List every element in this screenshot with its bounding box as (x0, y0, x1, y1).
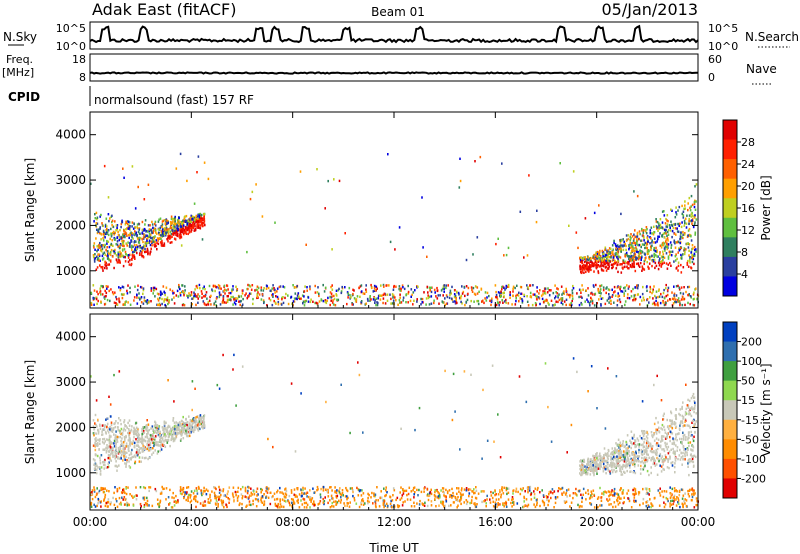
x-tick-label: 08:00 (275, 515, 310, 529)
beam-title: Beam 01 (371, 5, 425, 19)
sky-tick-bottom: 10^0 (56, 40, 86, 53)
x-tick-label: 00:00 (681, 515, 716, 529)
colorbar-tick-label: 200 (741, 336, 762, 349)
time-axis-label: Time UT (368, 541, 419, 554)
x-tick-label: 00:00 (73, 515, 108, 529)
radar-title: Adak East (fitACF) (92, 0, 236, 19)
colorbar-segment (723, 217, 737, 238)
power-colorbar-label: Power [dB] (759, 175, 773, 240)
y-tick-label: 4000 (55, 330, 86, 344)
y-tick-label: 3000 (55, 375, 86, 389)
colorbar-segment (723, 139, 737, 160)
colorbar-segment (723, 178, 737, 199)
nave-tick-top: 60 (708, 53, 722, 66)
colorbar-tick-label: 100 (741, 355, 762, 368)
power-frame (89, 111, 699, 309)
colorbar-tick-label: 50 (741, 375, 755, 388)
y-tick-label: 2000 (55, 420, 86, 434)
power-panel: 4000 3000 2000 1000 Slant Range [km] 28 24 20… (23, 111, 773, 309)
sky-label: N.Sky (3, 30, 37, 44)
colorbar-segment (723, 380, 737, 401)
colorbar-tick-label: -50 (741, 433, 759, 446)
x-tick-label: 16:00 (478, 515, 513, 529)
colorbar-tick-label: 20 (741, 180, 755, 193)
colorbar-segment (723, 159, 737, 180)
x-tick-label: 12:00 (377, 515, 412, 529)
sky-tick-top: 10^5 (56, 22, 86, 35)
power-colorbar: 28 24 20 16 12 8 4 (722, 119, 755, 297)
colorbar-tick-label: 4 (741, 268, 748, 281)
velocity-colorbar: 200 100 50 15 -15 -50 -100 -200 (722, 321, 766, 499)
date-title: 05/Jan/2013 (601, 0, 698, 19)
y-tick-label: 3000 (55, 173, 86, 187)
colorbar-tick-label: -100 (741, 453, 766, 466)
colorbar-segment (723, 322, 737, 343)
colorbar-segment (723, 419, 737, 440)
freq-label-1: Freq. (6, 53, 33, 66)
colorbar-segment (723, 400, 737, 421)
y-tick-label: 4000 (55, 128, 86, 142)
power-ylabel: Slant Range [km] (23, 158, 37, 262)
colorbar-segment (723, 341, 737, 362)
cpid-text: normalsound (fast) 157 RF (94, 93, 254, 107)
sky-noise-line (89, 24, 699, 44)
colorbar-segment (723, 276, 737, 297)
cpid-row: CPID normalsound (fast) 157 RF (8, 86, 254, 107)
y-tick-label: 1000 (55, 466, 86, 480)
velocity-colorbar-label: Velocity [m s⁻¹] (759, 363, 773, 456)
colorbar-tick-label: 15 (741, 394, 755, 407)
colorbar-segment (723, 361, 737, 382)
colorbar-segment (723, 198, 737, 219)
freq-label-2: [MHz] (2, 66, 34, 79)
velocity-panel: 00:00 04:00 08:00 12:00 16:00 20:00 00:00 4000 3… (23, 313, 773, 529)
sky-search-panel: N.Sky 10^5 10^0 10^5 10^0 N.Search (3, 21, 799, 53)
power-scatter (90, 152, 700, 307)
colorbar-segment (723, 478, 737, 499)
colorbar-tick-label: 24 (741, 158, 755, 171)
freq-tick-top: 18 (72, 53, 86, 66)
colorbar-tick-label: 12 (741, 224, 755, 237)
colorbar-tick-label: -15 (741, 414, 759, 427)
x-tick-label: 04:00 (174, 515, 209, 529)
search-tick-bottom: 10^0 (708, 40, 738, 53)
search-label: N.Search (745, 30, 799, 44)
cpid-label: CPID (8, 90, 40, 104)
frequency-line (89, 71, 699, 75)
colorbar-segment (723, 256, 737, 277)
colorbar-segment (723, 458, 737, 479)
colorbar-tick-label: 8 (741, 246, 748, 259)
velocity-frame (89, 313, 699, 511)
colorbar-segment (723, 237, 737, 258)
y-tick-label: 1000 (55, 264, 86, 278)
freq-nave-panel: Freq. [MHz] 18 8 60 0 Nave (2, 53, 777, 85)
velocity-ylabel: Slant Range [km] (23, 360, 37, 464)
freq-tick-bottom: 8 (79, 71, 86, 84)
nave-label: Nave (746, 62, 777, 76)
colorbar-tick-label: 28 (741, 136, 755, 149)
colorbar-segment (723, 120, 737, 141)
search-tick-top: 10^5 (708, 22, 738, 35)
velocity-scatter (90, 353, 699, 509)
nave-tick-bottom: 0 (708, 71, 715, 84)
colorbar-tick-label: 16 (741, 202, 755, 215)
y-tick-label: 2000 (55, 218, 86, 232)
colorbar-tick-label: -200 (741, 472, 766, 485)
x-tick-label: 20:00 (579, 515, 614, 529)
colorbar-segment (723, 439, 737, 460)
